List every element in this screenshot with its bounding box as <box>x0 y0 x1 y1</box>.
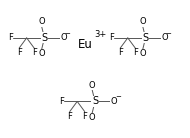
Text: F: F <box>109 33 114 42</box>
Text: O: O <box>162 33 168 42</box>
Text: F: F <box>67 112 72 121</box>
Text: S: S <box>92 96 98 106</box>
Text: F: F <box>8 33 13 42</box>
Text: O: O <box>139 49 146 58</box>
Text: 3+: 3+ <box>94 30 106 39</box>
Text: F: F <box>17 48 22 57</box>
Text: F: F <box>118 48 123 57</box>
Text: F: F <box>82 112 87 121</box>
Text: O: O <box>89 81 96 90</box>
Text: −: − <box>65 31 70 37</box>
Text: O: O <box>111 97 118 106</box>
Text: −: − <box>115 94 121 100</box>
Text: S: S <box>142 33 149 43</box>
Text: O: O <box>60 33 67 42</box>
Text: F: F <box>133 48 138 57</box>
Text: O: O <box>38 17 45 26</box>
Text: F: F <box>59 97 64 106</box>
Text: F: F <box>32 48 37 57</box>
Text: O: O <box>139 17 146 26</box>
Text: O: O <box>38 49 45 58</box>
Text: Eu: Eu <box>78 38 93 51</box>
Text: S: S <box>41 33 48 43</box>
Text: −: − <box>166 31 172 37</box>
Text: O: O <box>89 113 96 122</box>
